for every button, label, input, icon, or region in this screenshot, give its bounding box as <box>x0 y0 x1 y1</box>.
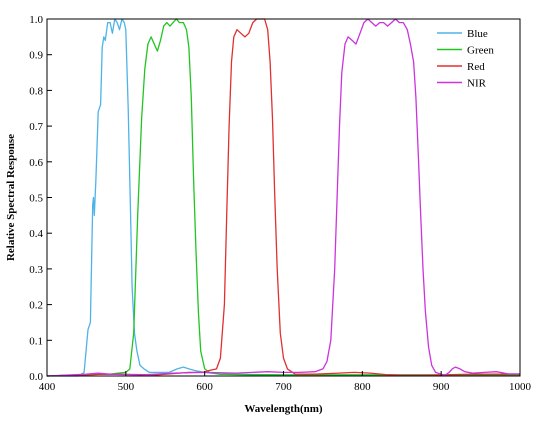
x-axis-title: Wavelength(nm) <box>244 403 323 415</box>
legend-label-red: Red <box>467 61 485 73</box>
y-tick-label: 0.5 <box>29 193 43 205</box>
y-tick-label: 0.9 <box>29 50 43 62</box>
x-tick-label: 500 <box>118 381 135 393</box>
y-tick-label: 1.0 <box>29 14 43 26</box>
x-tick-label: 1000 <box>509 381 532 393</box>
x-tick-label: 600 <box>196 381 213 393</box>
legend-label-green: Green <box>467 45 494 57</box>
plot-frame <box>46 18 521 377</box>
y-tick-label: 0.6 <box>29 157 43 169</box>
y-tick-label: 0.7 <box>29 121 43 133</box>
legend: Blue Green Red NIR <box>437 28 494 90</box>
y-tick-label: 0.4 <box>29 228 43 240</box>
x-tick-label: 400 <box>39 381 56 393</box>
series-line-nir <box>46 18 520 377</box>
x-tick-label: 900 <box>433 381 450 393</box>
y-axis-ticks: 0.0 0.1 0.2 0.3 0.4 0.5 0.6 0.7 0.8 0.9 1.0 <box>29 14 52 383</box>
y-tick-label: 0.8 <box>29 85 43 97</box>
x-tick-label: 700 <box>275 381 292 393</box>
y-tick-label: 0.0 <box>29 371 43 383</box>
x-axis-ticks: 400 500 600 700 800 900 1000 <box>39 371 532 393</box>
legend-label-blue: Blue <box>467 28 488 40</box>
series-line-blue <box>47 18 520 377</box>
legend-label-nir: NIR <box>467 78 487 90</box>
series-layer <box>46 18 520 377</box>
series-line-red <box>46 18 520 377</box>
series-line-green <box>46 18 520 377</box>
y-tick-label: 0.3 <box>29 264 43 276</box>
y-tick-label: 0.1 <box>29 335 43 347</box>
x-tick-label: 800 <box>354 381 371 393</box>
y-axis-title: Relative Spectral Response <box>5 134 17 261</box>
y-tick-label: 0.2 <box>29 300 43 312</box>
